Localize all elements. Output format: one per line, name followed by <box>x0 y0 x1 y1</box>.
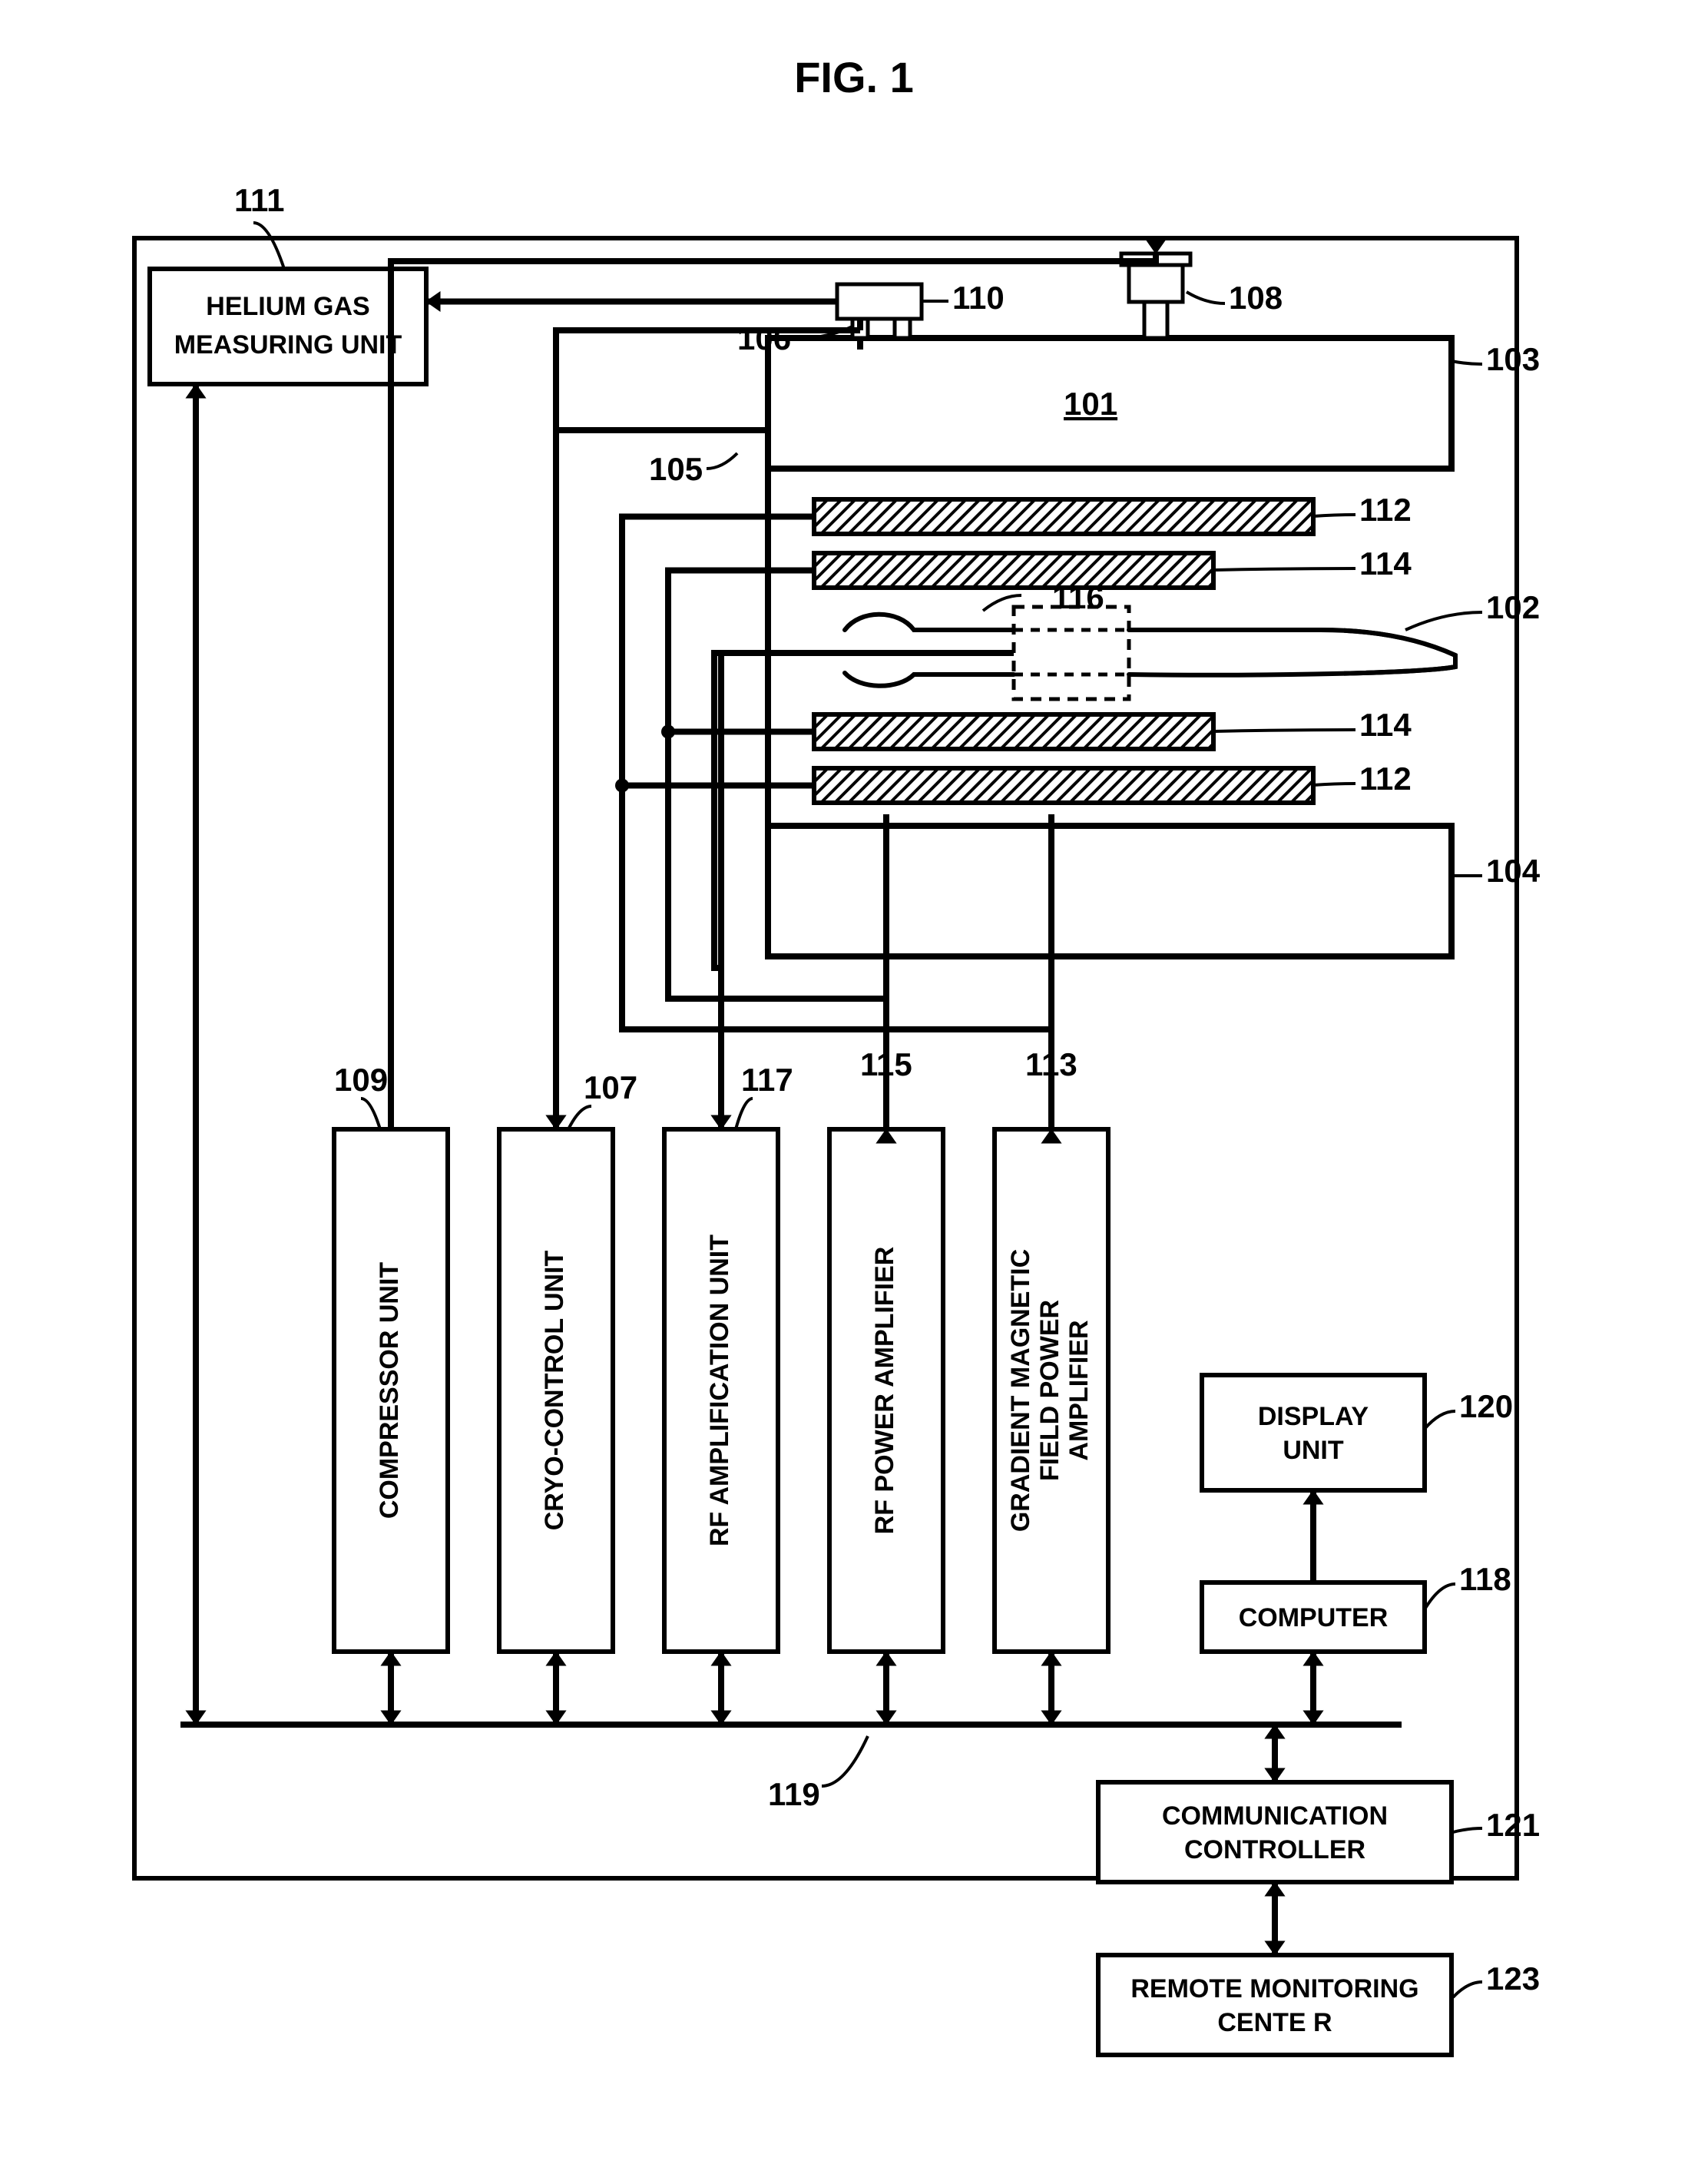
remote-monitoring-center-label-2: CENTE R <box>1217 2008 1332 2037</box>
magnet-lower <box>768 826 1451 956</box>
port-108-stem <box>1144 302 1167 338</box>
ref-115: 115 <box>860 1046 912 1082</box>
ref-121: 121 <box>1486 1807 1540 1843</box>
rf-amp-label: RF AMPLIFICATION UNIT <box>705 1234 734 1546</box>
ref-120: 120 <box>1459 1388 1513 1424</box>
grad-label-1: GRADIENT MAGNETIC <box>1006 1249 1035 1532</box>
communication-controller-label-2: CONTROLLER <box>1184 1835 1365 1864</box>
communication-controller-label-1: COMMUNICATION <box>1162 1801 1388 1831</box>
cryo-label: CRYO-CONTROL UNIT <box>540 1251 569 1531</box>
communication-controller <box>1098 1782 1451 1882</box>
port-108 <box>1129 265 1183 302</box>
ref-116: 116 <box>1052 579 1104 615</box>
ref-123: 123 <box>1486 1960 1540 1997</box>
ref-106: 106 <box>737 320 791 356</box>
grad-label-2: FIELD POWER <box>1035 1300 1064 1481</box>
ref-111: 111 <box>234 182 284 218</box>
ref-109: 109 <box>334 1062 388 1098</box>
rf-pow-label: RF POWER AMPLIFIER <box>870 1247 899 1535</box>
remote-monitoring-center-label-1: REMOTE MONITORING <box>1130 1974 1418 2003</box>
ref-114: 114 <box>1359 707 1412 743</box>
ref-118: 118 <box>1459 1561 1511 1597</box>
grad-label-3: AMPLIFIER <box>1064 1320 1094 1460</box>
ref-110: 110 <box>952 280 1005 316</box>
ref-112: 112 <box>1359 761 1412 797</box>
ref-117: 117 <box>741 1062 793 1098</box>
helium-label-2: MEASURING UNIT <box>174 330 402 360</box>
ref-101: 101 <box>1064 386 1117 422</box>
ref-105: 105 <box>649 451 703 487</box>
port-110-nozzle <box>895 319 910 338</box>
compressor-label: COMPRESSOR UNIT <box>375 1262 404 1519</box>
ref-102: 102 <box>1486 589 1540 625</box>
computer-label: COMPUTER <box>1239 1603 1389 1632</box>
helium-unit <box>150 269 426 384</box>
wire-cryo-105 <box>556 430 768 1129</box>
figure-title: FIG. 1 <box>794 53 914 101</box>
display-unit <box>1202 1375 1425 1490</box>
helium-label-1: HELIUM GAS <box>206 292 369 321</box>
display-unit-label-1: DISPLAY <box>1258 1402 1369 1431</box>
ref-103: 103 <box>1486 341 1540 377</box>
remote-monitoring-center <box>1098 1955 1451 2055</box>
ref-104: 104 <box>1486 853 1541 889</box>
ref-108: 108 <box>1229 280 1283 316</box>
port-110 <box>837 284 922 319</box>
ref-119: 119 <box>768 1776 820 1812</box>
ref-107: 107 <box>584 1069 637 1105</box>
ref-113: 113 <box>1025 1046 1077 1082</box>
ref-112: 112 <box>1359 492 1412 528</box>
display-unit-label-2: UNIT <box>1283 1436 1344 1465</box>
ref-114: 114 <box>1359 545 1412 582</box>
